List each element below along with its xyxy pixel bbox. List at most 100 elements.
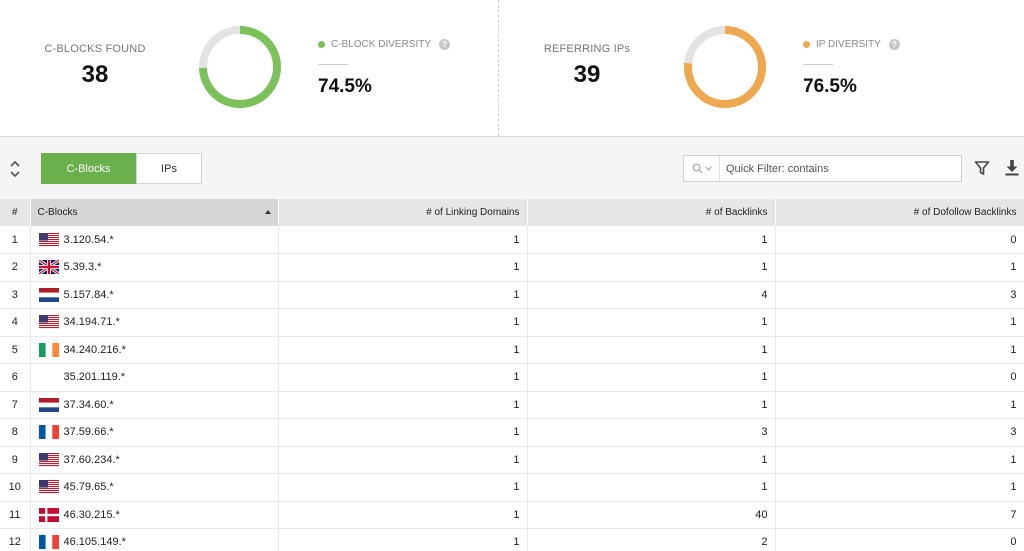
referring-ips-value: 39	[573, 61, 601, 88]
backlinks-cell: 3	[527, 418, 776, 447]
row-index: 4	[0, 308, 31, 337]
no-flag-placeholder	[39, 370, 59, 384]
backlinks-cell: 1	[527, 336, 776, 364]
row-index: 11	[0, 501, 31, 529]
table-row[interactable]: 6 35.201.119.* 1 1 0	[0, 363, 1024, 392]
linking-domains-cell: 1	[278, 226, 528, 254]
backlinks-cell: 2	[527, 528, 776, 551]
backlinks-cell: 1	[527, 363, 776, 392]
column-header-label: C-Blocks	[37, 207, 78, 218]
row-index: 10	[0, 473, 31, 502]
cblocks-table: # C-Blocks # of Linking Domains # of Bac…	[0, 199, 1024, 551]
summary-panel: C-BLOCKS FOUND 38 C-BLOCK DIVERSITY ? 74…	[0, 0, 1024, 137]
column-header-backlinks[interactable]: # of Backlinks	[527, 199, 776, 226]
donut-arc	[684, 26, 766, 108]
gb-flag-icon	[38, 260, 59, 275]
cblock-value: 34.194.71.*	[63, 316, 120, 329]
linking-domains-cell: 1	[278, 336, 528, 364]
column-header-index[interactable]: #	[0, 199, 31, 226]
column-header-linking-domains[interactable]: # of Linking Domains	[278, 199, 528, 226]
sort-ascending-icon	[264, 210, 271, 214]
linking-domains-cell: 1	[278, 308, 528, 337]
cblock-cell: 46.30.215.*	[30, 501, 279, 529]
table-row[interactable]: 12 46.105.149.* 1 2 0	[0, 528, 1024, 551]
linking-domains-cell: 1	[278, 253, 528, 282]
row-index: 8	[0, 418, 31, 447]
cblock-diversity-rule	[318, 64, 348, 65]
ip-diversity-value: 76.5%	[803, 76, 857, 97]
dofollow-backlinks-cell: 0	[775, 226, 1024, 254]
cblock-cell: 3.120.54.*	[30, 226, 279, 254]
nl-flag-icon	[38, 397, 59, 412]
table-row[interactable]: 1 3.120.54.* 1 1 0	[0, 226, 1024, 254]
linking-domains-cell: 1	[278, 446, 528, 474]
tab-cblocks[interactable]: C-Blocks	[41, 153, 136, 184]
cblock-cell: 5.157.84.*	[30, 281, 279, 309]
row-index: 3	[0, 281, 31, 309]
filter-mode-dropdown[interactable]	[684, 156, 720, 181]
cblock-cell: 37.60.234.*	[30, 446, 279, 474]
row-index: 12	[0, 528, 31, 551]
cblock-cell: 45.79.65.*	[30, 473, 279, 502]
column-header-cblocks[interactable]: C-Blocks	[30, 199, 279, 226]
dofollow-backlinks-cell: 3	[775, 418, 1024, 447]
cblock-cell: 46.105.149.*	[30, 528, 279, 551]
table-row[interactable]: 4 34.194.71.* 1 1 1	[0, 308, 1024, 337]
table-row[interactable]: 11 46.30.215.* 1 40 7	[0, 501, 1024, 529]
table-row[interactable]: 7 37.34.60.* 1 1 1	[0, 391, 1024, 419]
nl-flag-icon	[38, 287, 59, 302]
dofollow-backlinks-cell: 1	[775, 391, 1024, 419]
row-index: 9	[0, 446, 31, 474]
fr-flag-icon	[38, 425, 59, 440]
help-icon[interactable]: ?	[888, 39, 900, 50]
expand-collapse-icon[interactable]	[8, 157, 22, 181]
cblock-diversity-label: C-BLOCK DIVERSITY	[331, 39, 432, 50]
cblock-cell: 37.59.66.*	[30, 418, 279, 447]
row-index: 2	[0, 253, 31, 282]
cblock-cell: 34.194.71.*	[30, 308, 279, 337]
dofollow-backlinks-cell: 0	[775, 363, 1024, 392]
dofollow-backlinks-cell: 0	[775, 528, 1024, 551]
quick-filter-input[interactable]	[720, 162, 960, 175]
linking-domains-cell: 1	[278, 391, 528, 419]
quick-filter	[683, 155, 962, 182]
help-icon[interactable]: ?	[439, 39, 451, 50]
table-row[interactable]: 8 37.59.66.* 1 3 3	[0, 418, 1024, 447]
download-icon[interactable]	[1004, 159, 1020, 177]
column-header-dofollow-backlinks[interactable]: # of Dofollow Backlinks	[775, 199, 1024, 226]
cblock-value: 5.39.3.*	[63, 261, 102, 274]
dofollow-backlinks-cell: 1	[775, 446, 1024, 474]
backlinks-cell: 4	[527, 281, 776, 309]
referring-ips-label: REFERRING IPs	[543, 43, 631, 55]
dofollow-backlinks-cell: 1	[775, 336, 1024, 364]
cblocks-found-label: C-BLOCKS FOUND	[44, 43, 146, 55]
linking-domains-cell: 1	[278, 528, 528, 551]
cblock-diversity-label-row: C-BLOCK DIVERSITY ?	[318, 39, 451, 50]
table-row[interactable]: 9 37.60.234.* 1 1 1	[0, 446, 1024, 474]
filter-icon[interactable]	[974, 159, 990, 177]
cblock-cell: 37.34.60.*	[30, 391, 279, 419]
table-row[interactable]: 2 5.39.3.* 1 1 1	[0, 253, 1024, 282]
table-row[interactable]: 5 34.240.216.* 1 1 1	[0, 336, 1024, 364]
dofollow-backlinks-cell: 1	[775, 308, 1024, 337]
backlinks-cell: 1	[527, 253, 776, 282]
fr-flag-icon	[38, 535, 59, 550]
linking-domains-cell: 1	[278, 418, 528, 447]
tab-ips[interactable]: IPs	[136, 153, 202, 184]
row-index: 6	[0, 363, 31, 392]
table-row[interactable]: 3 5.157.84.* 1 4 3	[0, 281, 1024, 309]
chevron-down-icon	[704, 166, 712, 171]
cblock-value: 34.240.216.*	[63, 343, 126, 356]
backlinks-cell: 1	[527, 473, 776, 502]
cblock-legend-dot	[318, 41, 325, 48]
cblock-value: 46.105.149.*	[63, 536, 126, 549]
backlinks-cell: 40	[527, 501, 776, 529]
cblock-value: 3.120.54.*	[63, 233, 114, 246]
backlinks-cell: 1	[527, 226, 776, 254]
us-flag-icon	[38, 480, 59, 495]
cblock-value: 37.60.234.*	[63, 453, 120, 466]
table-row[interactable]: 10 45.79.65.* 1 1 1	[0, 473, 1024, 502]
cblock-value: 45.79.65.*	[63, 481, 114, 494]
cblock-value: 37.59.66.*	[63, 426, 114, 439]
dofollow-backlinks-cell: 1	[775, 253, 1024, 282]
